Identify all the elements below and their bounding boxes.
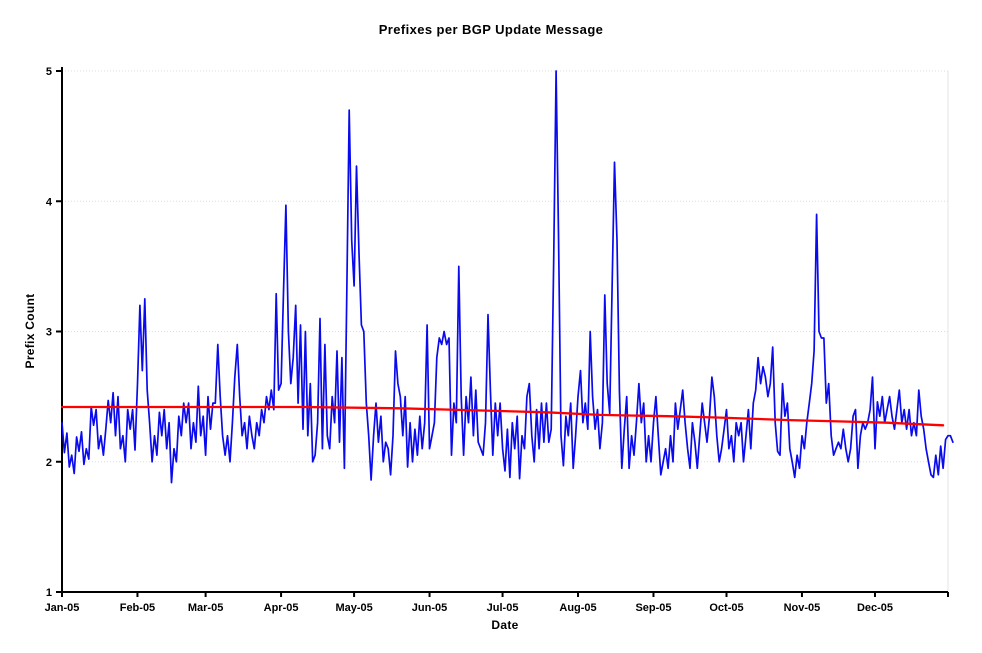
x-tick-label: Jun-05 <box>412 602 447 614</box>
y-tick-label: 1 <box>46 587 52 599</box>
y-tick-label: 2 <box>46 457 52 469</box>
trend-line <box>60 405 945 427</box>
x-tick-label: Apr-05 <box>264 602 299 614</box>
daily-series-line <box>61 70 954 484</box>
x-tick-label: Jan-05 <box>45 602 80 614</box>
y-axis-title: Prefix Count <box>23 293 37 369</box>
x-axis-title: Date <box>491 618 519 632</box>
x-tick-label: Aug-05 <box>559 602 596 614</box>
x-tick-label: Feb-05 <box>120 602 155 614</box>
y-tick-label: 4 <box>46 196 53 208</box>
x-tick-label: Nov-05 <box>784 602 821 614</box>
y-tick-label: 5 <box>46 66 52 78</box>
x-tick-label: Mar-05 <box>188 602 223 614</box>
x-tick-label: Sep-05 <box>635 602 671 614</box>
x-tick-label: Dec-05 <box>857 602 893 614</box>
x-tick-label: Oct-05 <box>709 602 743 614</box>
x-tick-label: May-05 <box>335 602 372 614</box>
y-tick-label: 3 <box>46 327 52 339</box>
chart-title: Prefixes per BGP Update Message <box>378 22 604 37</box>
x-tick-label: Jul-05 <box>487 602 519 614</box>
